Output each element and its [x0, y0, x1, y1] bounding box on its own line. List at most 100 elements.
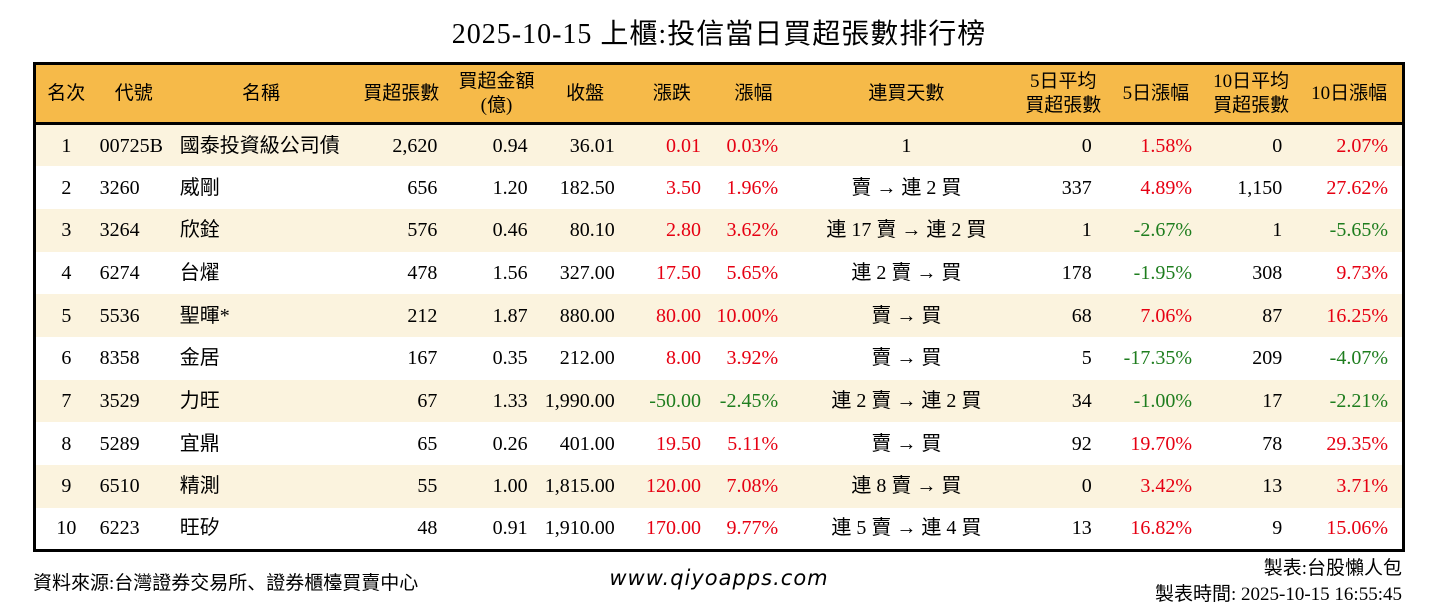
cell-change: 120.00	[645, 475, 701, 498]
cell-pct5: -2.67%	[1133, 219, 1192, 242]
cell-rank: 8	[61, 432, 72, 455]
cell-buy-streak: 連 17 賣 → 連 2 買	[826, 219, 987, 242]
table-header-row: 名次 代號 名稱 買超張數 買超金額 (億) 收盤 漲跌 漲幅 連買天數 5日平均 買超張數 5日漲…	[34, 63, 1404, 125]
cell-code: 6223	[99, 517, 140, 540]
cell-buy-volume: 478	[407, 261, 438, 284]
cell-change-pct: 3.92%	[726, 347, 779, 370]
ranking-table-wrap: 名次 代號 名稱 買超張數 買超金額 (億) 收盤 漲跌 漲幅 連買天數 5日平均 買超張數 5日漲…	[33, 62, 1405, 552]
cell-close: 80.10	[569, 219, 615, 242]
cell-pct10: 2.07%	[1336, 134, 1388, 157]
cell-change: 19.50	[655, 432, 701, 455]
table-row: 4 6274 台燿 478 1.56 327.00 17.50 5.65% 連 2 賣 → 買 1…	[34, 251, 1404, 295]
cell-buy-streak: 賣 → 買	[871, 432, 942, 455]
cell-avg10-volume: 308	[1252, 261, 1283, 284]
cell-avg10-volume: 1,150	[1237, 176, 1283, 199]
cell-rank: 1	[61, 134, 72, 157]
cell-buy-volume: 656	[407, 176, 438, 199]
cell-code: 8358	[99, 347, 140, 370]
cell-buy-streak: 賣 → 買	[871, 304, 942, 327]
cell-pct10: 29.35%	[1326, 432, 1388, 455]
cell-avg5-volume: 0	[1081, 475, 1092, 498]
table-row: 1 00725B 國泰投資級公司債 2,620 0.94 36.01 0.01 0.03% 1 0…	[34, 123, 1404, 167]
table-row: 6 8358 金居 167 0.35 212.00 8.00 3.92% 賣 → 買 5 -17.3…	[34, 336, 1404, 380]
col-header-pct5: 5日漲幅	[1105, 63, 1206, 125]
cell-avg5-volume: 34	[1071, 389, 1092, 412]
col-header-close: 收盤	[541, 63, 629, 125]
author-note: 製表:台股懶人包	[1263, 558, 1402, 579]
cell-code: 6510	[99, 475, 140, 498]
cell-name: 力旺	[179, 389, 220, 412]
cell-buy-amount: 0.46	[492, 219, 528, 242]
cell-change-pct: 5.11%	[727, 432, 779, 455]
cell-code: 3260	[99, 176, 140, 199]
col-header-buy-volume: 買超張數	[351, 63, 452, 125]
cell-code: 6274	[99, 261, 140, 284]
cell-close: 327.00	[559, 261, 615, 284]
cell-close: 1,910.00	[544, 517, 615, 540]
cell-pct5: 1.58%	[1140, 134, 1192, 157]
cell-pct10: -4.07%	[1329, 347, 1388, 370]
cell-buy-amount: 1.20	[492, 176, 528, 199]
cell-change: 17.50	[655, 261, 701, 284]
cell-buy-volume: 67	[417, 389, 438, 412]
cell-change-pct: 5.65%	[726, 261, 779, 284]
cell-name: 國泰投資級公司債	[179, 134, 340, 157]
cell-buy-amount: 0.94	[492, 134, 528, 157]
cell-pct10: 15.06%	[1326, 517, 1388, 540]
cell-rank: 2	[61, 176, 72, 199]
cell-buy-volume: 48	[417, 517, 438, 540]
cell-buy-streak: 1	[901, 134, 912, 157]
cell-name: 聖暉*	[179, 304, 230, 327]
cell-change: 0.01	[665, 134, 701, 157]
cell-pct5: 4.89%	[1140, 176, 1192, 199]
cell-close: 401.00	[559, 432, 615, 455]
col-header-avg10-volume: 10日平均 買超張數	[1206, 63, 1297, 125]
cell-buy-amount: 1.00	[492, 475, 528, 498]
cell-close: 36.01	[569, 134, 615, 157]
cell-change-pct: -2.45%	[719, 389, 779, 412]
cell-buy-streak: 連 2 賣 → 連 2 買	[831, 389, 982, 412]
cell-code: 3264	[99, 219, 140, 242]
site-url: www.qiyoapps.com	[609, 566, 829, 590]
cell-buy-amount: 1.56	[492, 261, 528, 284]
cell-buy-amount: 0.35	[492, 347, 528, 370]
cell-rank: 7	[61, 389, 72, 412]
cell-code: 3529	[99, 389, 140, 412]
col-header-avg5-volume: 5日平均 買超張數	[1020, 63, 1106, 125]
cell-change: 80.00	[655, 304, 701, 327]
data-source-note: 資料來源:台灣證券交易所、證券櫃檯買賣中心	[33, 573, 419, 594]
cell-close: 212.00	[559, 347, 615, 370]
cell-buy-streak: 連 8 賣 → 買	[851, 475, 962, 498]
cell-avg5-volume: 68	[1071, 304, 1092, 327]
table-row: 3 3264 欣銓 576 0.46 80.10 2.80 3.62% 連 17 賣 → 連 2…	[34, 208, 1404, 252]
cell-avg5-volume: 13	[1071, 517, 1092, 540]
col-header-buy-amount: 買超金額 (億)	[451, 63, 542, 125]
cell-pct5: -1.00%	[1133, 389, 1192, 412]
cell-pct5: -1.95%	[1133, 261, 1192, 284]
cell-avg10-volume: 9	[1272, 517, 1283, 540]
cell-change-pct: 3.62%	[726, 219, 779, 242]
col-header-pct10: 10日漲幅	[1296, 63, 1404, 125]
col-header-change: 漲跌	[628, 63, 715, 125]
cell-name: 欣銓	[179, 219, 220, 242]
cell-code: 5536	[99, 304, 140, 327]
cell-avg5-volume: 0	[1081, 134, 1092, 157]
cell-buy-volume: 576	[407, 219, 438, 242]
col-header-change-pct: 漲幅	[714, 63, 793, 125]
cell-buy-volume: 55	[417, 475, 438, 498]
cell-change: -50.00	[649, 389, 701, 412]
cell-rank: 10	[56, 517, 77, 540]
cell-avg10-volume: 1	[1272, 219, 1283, 242]
cell-buy-volume: 167	[407, 347, 438, 370]
col-header-name: 名稱	[170, 63, 352, 125]
cell-buy-volume: 212	[407, 304, 438, 327]
cell-avg5-volume: 92	[1071, 432, 1092, 455]
cell-close: 1,990.00	[544, 389, 615, 412]
cell-name: 威剛	[179, 176, 220, 199]
table-row: 7 3529 力旺 67 1.33 1,990.00 -50.00 -2.45% 連 2 賣 →…	[34, 379, 1404, 423]
cell-buy-amount: 0.91	[492, 517, 528, 540]
cell-buy-volume: 65	[417, 432, 438, 455]
cell-avg10-volume: 13	[1262, 475, 1283, 498]
cell-rank: 9	[61, 475, 72, 498]
cell-pct10: -5.65%	[1329, 219, 1388, 242]
